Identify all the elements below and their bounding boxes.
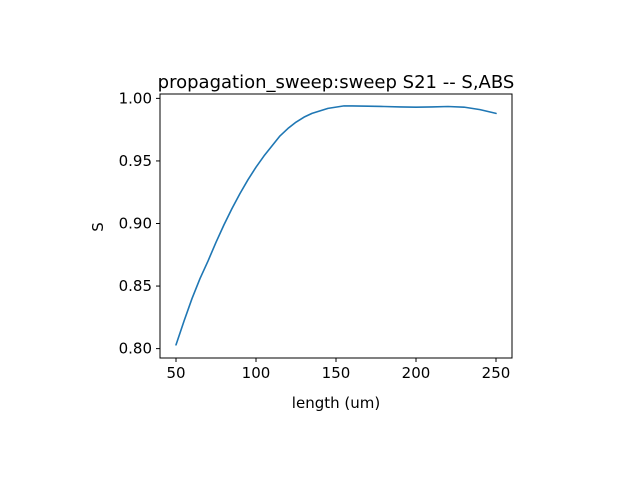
- y-tick-label: 0.80: [119, 340, 152, 358]
- y-ticks: 0.80 0.85 0.90 0.95 1.00: [119, 89, 160, 358]
- plot-area: [160, 94, 512, 358]
- series-layer: [175, 105, 497, 346]
- y-axis-label: S: [89, 222, 107, 232]
- x-tick-label: 50: [166, 364, 185, 382]
- x-tick-label: 200: [402, 364, 431, 382]
- x-ticks: 50 100 150 200 250: [166, 358, 510, 382]
- y-tick-label: 0.85: [119, 277, 152, 295]
- x-tick-label: 100: [242, 364, 271, 382]
- y-tick-label: 1.00: [119, 89, 152, 107]
- series-line-1: [175, 105, 497, 346]
- y-tick-label: 0.95: [119, 152, 152, 170]
- y-tick-label: 0.90: [119, 214, 152, 232]
- x-axis-label: length (um): [292, 394, 380, 412]
- chart-title: propagation_sweep:sweep S21 -- S,ABS: [158, 72, 515, 93]
- x-tick-label: 150: [322, 364, 351, 382]
- x-tick-label: 250: [482, 364, 511, 382]
